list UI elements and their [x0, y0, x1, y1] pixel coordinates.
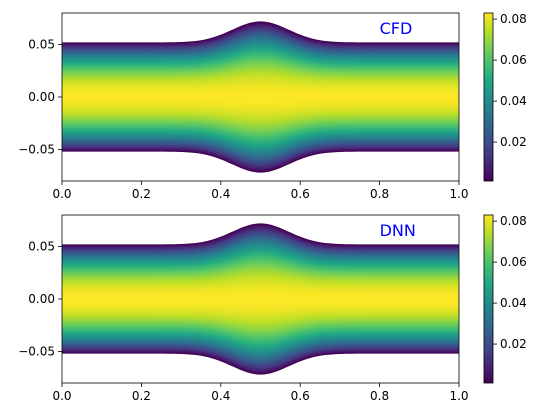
colorbar: 0.02 0.04 0.06 0.08: [483, 214, 527, 384]
x-tick-label: 0.6: [291, 187, 310, 201]
x-tick-label: 0.0: [52, 389, 71, 403]
y-tick-label: −0.05: [18, 345, 55, 359]
x-tick-label: 0.4: [211, 389, 230, 403]
y-tick-label: 0.05: [28, 38, 55, 52]
panel-2: 0.0 0.2 0.4 0.6 0.8 1.0−0.050.000.05DNN0.020.…: [18, 214, 527, 403]
colorbar-gradient: [483, 12, 494, 182]
contour-band: [62, 297, 459, 301]
colorbar-gradient: [483, 214, 494, 384]
colorbar-tick-label: 0.06: [500, 255, 527, 269]
y-tick-label: 0.05: [28, 240, 55, 254]
x-tick-label: 1.0: [449, 187, 468, 201]
x-tick-label: 0.2: [132, 187, 151, 201]
x-tick-label: 0.2: [132, 389, 151, 403]
panel-1: 0.0 0.2 0.4 0.6 0.8 1.0−0.050.000.05CFD0.020.…: [18, 12, 527, 201]
panel-annotation: CFD: [380, 19, 413, 38]
y-tick-label: 0.00: [28, 292, 55, 306]
y-tick-label: 0.00: [28, 90, 55, 104]
colorbar-tick-label: 0.04: [500, 296, 527, 310]
panel-annotation: DNN: [380, 221, 416, 240]
colorbar-tick-label: 0.02: [500, 337, 527, 351]
x-tick-label: 0.0: [52, 187, 71, 201]
y-tick-label: −0.05: [18, 143, 55, 157]
flow-field: [62, 21, 459, 173]
x-tick-label: 0.8: [370, 187, 389, 201]
colorbar-tick-label: 0.08: [500, 12, 527, 26]
contour-band: [62, 95, 459, 99]
colorbar-tick-label: 0.06: [500, 53, 527, 67]
x-tick-label: 0.8: [370, 389, 389, 403]
colorbar-tick-label: 0.04: [500, 94, 527, 108]
x-tick-label: 0.6: [291, 389, 310, 403]
x-tick-label: 0.4: [211, 187, 230, 201]
colorbar-tick-label: 0.08: [500, 214, 527, 228]
x-tick-label: 1.0: [449, 389, 468, 403]
colorbar: 0.02 0.04 0.06 0.08: [483, 12, 527, 182]
colorbar-tick-label: 0.02: [500, 135, 527, 149]
flow-field: [62, 223, 459, 375]
